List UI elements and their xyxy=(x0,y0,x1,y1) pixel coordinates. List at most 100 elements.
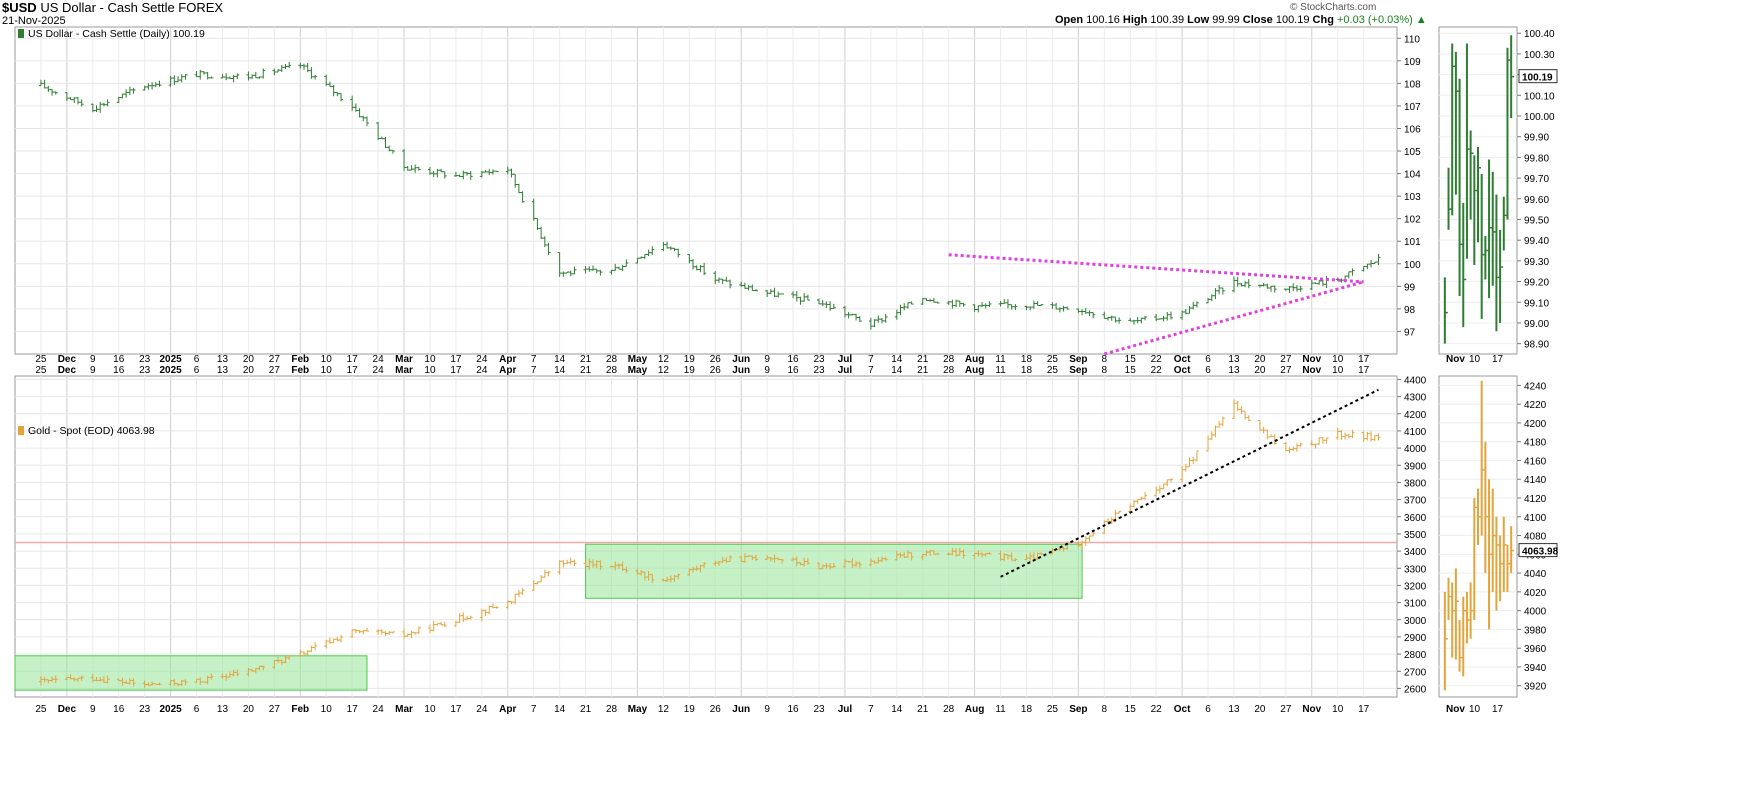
x-tick-label: 21 xyxy=(917,365,929,376)
x-tick-label: 10 xyxy=(424,354,436,365)
y-tick-label: 99.60 xyxy=(1524,195,1549,206)
x-tick-label: 25 xyxy=(35,704,47,715)
y-tick-label: 3600 xyxy=(1404,513,1427,524)
x-tick-label: 27 xyxy=(269,354,281,365)
x-tick-label: 2025 xyxy=(159,704,182,715)
usd-legend-label: US Dollar - Cash Settle (Daily) 100.19 xyxy=(28,28,205,40)
plot-frame xyxy=(14,26,1398,355)
y-tick-label: 4220 xyxy=(1524,400,1547,411)
x-tick-label: 6 xyxy=(1205,354,1211,365)
y-tick-label: 3700 xyxy=(1404,496,1427,507)
x-tick-label: Dec xyxy=(58,365,77,376)
x-tick-label: 13 xyxy=(217,365,229,376)
x-tick-label: 17 xyxy=(347,704,359,715)
x-tick-label: 10 xyxy=(424,365,436,376)
y-tick-label: 100.10 xyxy=(1524,91,1555,102)
x-tick-label: 28 xyxy=(943,354,955,365)
x-tick-label: 20 xyxy=(243,365,255,376)
x-tick-label: 21 xyxy=(580,354,592,365)
x-tick-label: May xyxy=(628,365,648,376)
x-tick-label: 10 xyxy=(321,704,333,715)
y-tick-label: 3980 xyxy=(1524,625,1547,636)
y-tick-label: 100 xyxy=(1404,260,1421,271)
y-tick-label: 3900 xyxy=(1404,461,1427,472)
support-zone xyxy=(14,655,368,691)
x-tick-label: 6 xyxy=(194,365,200,376)
x-tick-label: 28 xyxy=(606,354,618,365)
x-tick-label: Apr xyxy=(499,354,516,365)
y-tick-label: 4180 xyxy=(1524,438,1547,449)
x-tick-label: Nov xyxy=(1302,704,1321,715)
x-tick-label: May xyxy=(628,354,648,365)
y-tick-label: 4040 xyxy=(1524,569,1547,580)
x-tick-label: 26 xyxy=(710,354,722,365)
usd-inset-panel: 98.90 99.00 99.10 99.20 99.30 99.40 99.50 99.60… xyxy=(1438,26,1558,355)
chart-date: 21-Nov-2025 xyxy=(2,15,66,27)
x-tick-label: Mar xyxy=(395,365,413,376)
inset-x-tick-label: 17 xyxy=(1492,354,1504,365)
y-tick-label: 99.70 xyxy=(1524,174,1549,185)
brand-link[interactable]: © StockCharts.com xyxy=(1290,2,1377,13)
x-tick-label: 20 xyxy=(1254,354,1266,365)
x-tick-label: 12 xyxy=(658,704,670,715)
x-tick-label: 22 xyxy=(1151,704,1163,715)
x-tick-label: 27 xyxy=(1280,354,1292,365)
x-tick-label: 24 xyxy=(373,704,385,715)
x-tick-label: 28 xyxy=(606,704,618,715)
inset-x-tick-label: Nov xyxy=(1446,354,1465,365)
x-tick-label: 6 xyxy=(194,354,200,365)
chart-header: $USD US Dollar - Cash Settle FOREX xyxy=(2,0,223,15)
x-tick-label: 14 xyxy=(891,365,903,376)
x-tick-label: 24 xyxy=(373,354,385,365)
x-tick-label: 26 xyxy=(710,704,722,715)
x-tick-label: 13 xyxy=(1228,704,1240,715)
x-tick-label: Dec xyxy=(58,354,77,365)
x-axis-bottom: 25 Dec 9 16 23 2025 6 13 20 27 Feb 10 17 24 Mar 10 17 24 A… xyxy=(35,704,1503,715)
last-price-tag xyxy=(1518,69,1558,84)
x-tick-label: 11 xyxy=(995,704,1006,715)
x-tick-label: 24 xyxy=(476,354,488,365)
x-tick-label: 9 xyxy=(90,365,96,376)
x-tick-label: 25 xyxy=(35,354,47,365)
x-tick-label: 17 xyxy=(347,354,359,365)
change-value: +0.03 (+0.03%) xyxy=(1337,14,1413,26)
x-tick-label: 16 xyxy=(788,354,800,365)
x-tick-label: Aug xyxy=(965,354,984,365)
x-tick-label: 9 xyxy=(90,704,96,715)
y-tick-label: 3000 xyxy=(1404,616,1427,627)
y-tick-label: 2800 xyxy=(1404,650,1427,661)
x-tick-label: 28 xyxy=(943,365,955,376)
y-tick-label: 109 xyxy=(1404,57,1421,68)
x-tick-label: 23 xyxy=(813,365,825,376)
x-tick-label: 8 xyxy=(1102,365,1108,376)
y-tick-label: 4140 xyxy=(1524,475,1547,486)
x-tick-label: 10 xyxy=(321,365,333,376)
x-tick-label: 13 xyxy=(1228,365,1240,376)
x-tick-label: Sep xyxy=(1069,704,1087,715)
y-tick-label: 3800 xyxy=(1404,478,1427,489)
y-tick-label: 99.90 xyxy=(1524,133,1549,144)
x-tick-label: 23 xyxy=(139,354,151,365)
x-tick-label: 9 xyxy=(90,354,96,365)
x-tick-label: 6 xyxy=(194,704,200,715)
high-value: 100.39 xyxy=(1150,14,1185,26)
y-tick-label: 99.10 xyxy=(1524,298,1549,309)
x-tick-label: 21 xyxy=(917,354,929,365)
y-tick-label: 98.90 xyxy=(1524,340,1549,351)
x-tick-label: 27 xyxy=(269,365,281,376)
y-tick-label: 99.00 xyxy=(1524,319,1549,330)
x-tick-label: 17 xyxy=(1358,704,1370,715)
x-tick-label: 27 xyxy=(269,704,281,715)
y-tick-label: 99 xyxy=(1404,282,1416,293)
x-tick-label: 7 xyxy=(868,365,874,376)
y-tick-label: 107 xyxy=(1404,102,1421,113)
x-tick-label: 14 xyxy=(554,365,566,376)
y-tick-label: 110 xyxy=(1404,34,1420,45)
x-tick-label: 15 xyxy=(1125,704,1137,715)
x-axis-top: 25 Dec 9 16 23 2025 6 13 20 27 Feb 10 17 24 Mar 10 17 24 A… xyxy=(35,354,1503,365)
x-tick-label: 19 xyxy=(684,365,696,376)
y-tick-label: 99.20 xyxy=(1524,278,1549,289)
x-tick-label: 7 xyxy=(868,704,874,715)
x-tick-label: Jun xyxy=(732,365,750,376)
x-tick-label: Nov xyxy=(1302,354,1321,365)
